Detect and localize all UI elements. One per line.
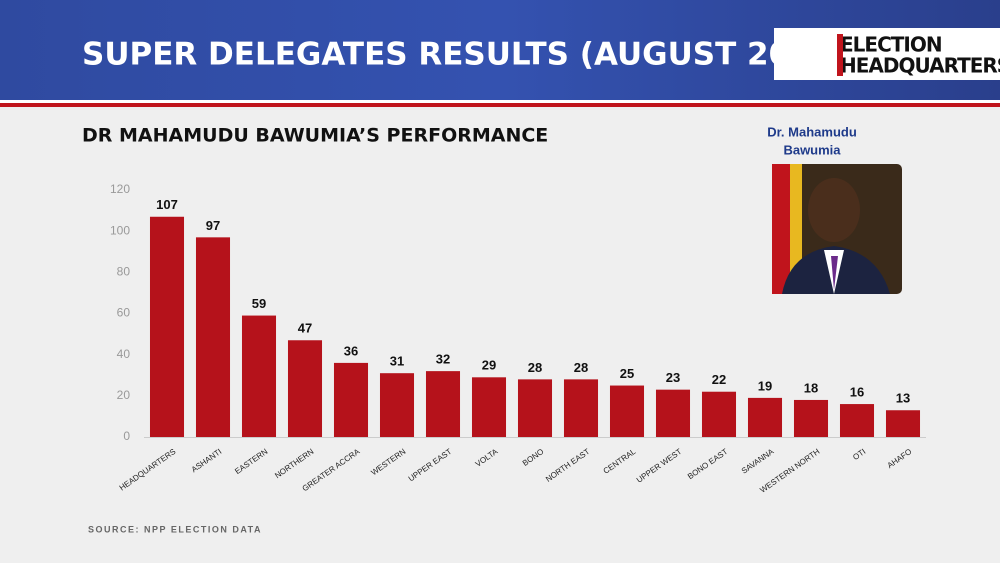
bar [701, 391, 737, 437]
bar [425, 371, 461, 437]
bar [471, 377, 507, 437]
bar [655, 389, 691, 437]
data-label: 16 [850, 385, 864, 400]
data-label: 47 [298, 321, 312, 336]
y-tick-label: 60 [117, 306, 131, 320]
photo-caption: Dr. Mahamudu [767, 124, 857, 139]
bar [195, 237, 231, 437]
bar [839, 404, 875, 437]
bar [609, 385, 645, 437]
data-label: 107 [156, 197, 178, 212]
chart-subtitle: DR MAHAMUDU BAWUMIA’S PERFORMANCE [82, 125, 548, 147]
bar [517, 379, 553, 437]
logo-line: ELECTION [840, 33, 942, 57]
y-tick-label: 100 [110, 223, 130, 237]
bar [149, 216, 185, 437]
logo-mark [837, 34, 843, 76]
data-label: 28 [528, 360, 542, 375]
bar [885, 410, 921, 437]
bar [379, 373, 415, 437]
data-label: 31 [390, 354, 404, 369]
bar [747, 397, 783, 437]
bar [563, 379, 599, 437]
y-tick-label: 0 [123, 429, 130, 443]
header-stripe [0, 103, 1000, 107]
bar [333, 362, 369, 437]
source: SOURCE: NPP ELECTION DATA [88, 524, 262, 534]
data-label: 22 [712, 372, 726, 387]
y-tick-label: 40 [117, 347, 131, 361]
y-tick-label: 120 [110, 182, 130, 196]
photo [772, 164, 902, 294]
y-tick-label: 80 [117, 265, 131, 279]
chart-title: SUPER DELEGATES RESULTS (AUGUST 2023) [82, 37, 848, 73]
data-label: 28 [574, 360, 588, 375]
bar [287, 340, 323, 437]
data-label: 13 [896, 391, 910, 406]
data-label: 32 [436, 352, 450, 367]
logo-box [774, 28, 1000, 80]
photo-caption: Bawumia [783, 142, 841, 157]
data-label: 19 [758, 378, 772, 393]
data-label: 36 [344, 343, 358, 358]
bar [793, 399, 829, 437]
data-label: 25 [620, 366, 634, 381]
data-label: 29 [482, 358, 496, 373]
data-label: 97 [206, 218, 220, 233]
data-label: 59 [252, 296, 266, 311]
logo-line: HEADQUARTERS [840, 54, 1000, 78]
data-label: 23 [666, 370, 680, 385]
header-stripe [0, 100, 1000, 103]
y-tick-label: 20 [117, 388, 131, 402]
bar [241, 315, 277, 437]
data-label: 18 [804, 380, 818, 395]
